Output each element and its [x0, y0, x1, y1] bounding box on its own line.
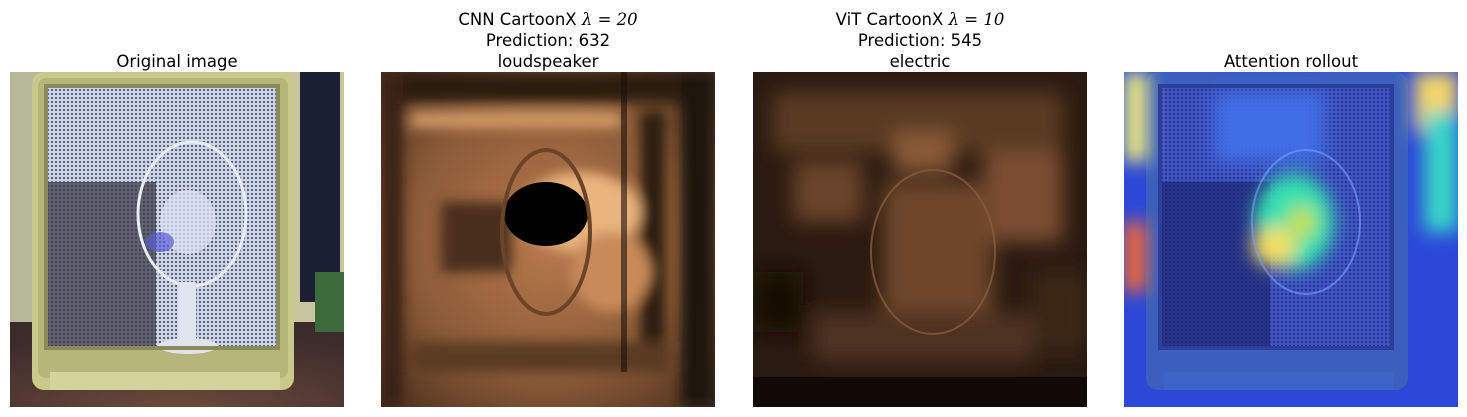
- original-image: [10, 72, 344, 407]
- panel-attention-rollout: Attention rollout: [1124, 0, 1458, 417]
- panel-method: ViT CartoonX: [835, 10, 949, 29]
- cnn-cartoonx-mask: [381, 72, 715, 407]
- panel-label: electric: [889, 52, 951, 71]
- panel-vit-cartoonx: ViT CartoonX λ = 10 Prediction: 545 elec…: [753, 0, 1087, 417]
- panel-title: CNN CartoonX λ = 20 Prediction: 632 loud…: [341, 9, 755, 72]
- panel-title-line: CNN CartoonX λ = 20: [341, 9, 755, 30]
- panel-title-line: Attention rollout: [1223, 52, 1359, 71]
- panel-title: Attention rollout: [1084, 51, 1467, 72]
- attention-rollout-image: [1124, 72, 1458, 407]
- panel-title: Original image: [0, 51, 384, 72]
- panel-lambda: λ = 10: [948, 10, 1005, 29]
- panel-prediction: Prediction: 632: [485, 31, 611, 50]
- panel-title-line: Original image: [116, 52, 238, 71]
- panel-original: Original image: [10, 0, 344, 417]
- panel-method: CNN CartoonX: [458, 10, 582, 29]
- panel-lambda: λ = 20: [581, 10, 638, 29]
- panel-label: loudspeaker: [497, 52, 599, 71]
- panel-prediction: Prediction: 545: [857, 31, 983, 50]
- vit-cartoonx-mask: [753, 72, 1087, 407]
- panel-title: ViT CartoonX λ = 10 Prediction: 545 elec…: [713, 9, 1127, 72]
- panel-cnn-cartoonx: CNN CartoonX λ = 20 Prediction: 632 loud…: [381, 0, 715, 417]
- panel-title-line: ViT CartoonX λ = 10: [713, 9, 1127, 30]
